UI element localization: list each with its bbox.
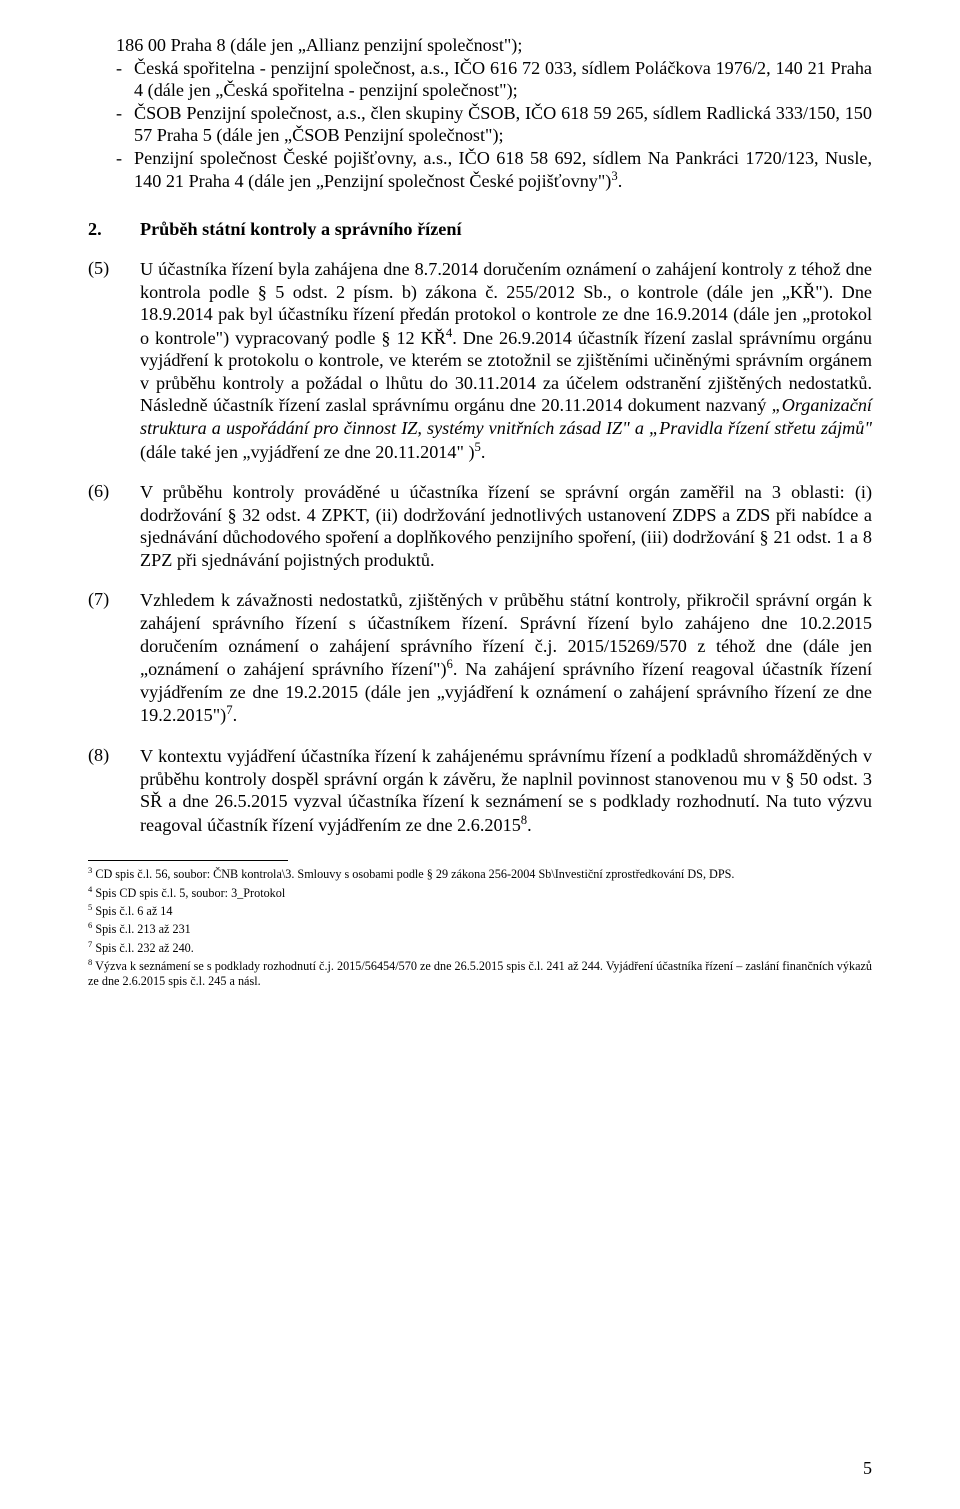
footnote-text: Spis č.l. 232 až 240. (92, 941, 194, 955)
bullet-text: Česká spořitelna - penzijní společnost, … (134, 57, 872, 102)
text-run: . (527, 815, 532, 835)
footnote-text: Spis č.l. 6 až 14 (92, 904, 172, 918)
footnote-text: Výzva k seznámení se s podklady rozhodnu… (88, 959, 872, 988)
paragraph-number: (7) (88, 589, 140, 727)
bullet-dash: - (116, 57, 134, 102)
footnotes-block: 3 CD spis č.l. 56, soubor: ČNB kontrola\… (88, 865, 872, 989)
footnote-text: CD spis č.l. 56, soubor: ČNB kontrola\3.… (92, 867, 734, 881)
bullet-text: ČSOB Penzijní společnost, a.s., člen sku… (134, 102, 872, 147)
page-container: 186 00 Praha 8 (dále jen „Allianz penzij… (0, 0, 960, 1509)
section-heading: 2. Průběh státní kontroly a správního ří… (88, 219, 872, 240)
footnote: 7 Spis č.l. 232 až 240. (88, 939, 872, 956)
bullet-dash: - (116, 102, 134, 147)
footnote: 3 CD spis č.l. 56, soubor: ČNB kontrola\… (88, 865, 872, 882)
intro-block: 186 00 Praha 8 (dále jen „Allianz penzij… (116, 34, 872, 193)
bullet-item: - ČSOB Penzijní společnost, a.s., člen s… (116, 102, 872, 147)
page-number: 5 (863, 1458, 872, 1479)
bullet-dash: - (116, 147, 134, 193)
footnote-text: Spis CD spis č.l. 5, soubor: 3_Protokol (92, 886, 285, 900)
footnote: 4 Spis CD spis č.l. 5, soubor: 3_Protoko… (88, 884, 872, 901)
paragraph-number: (8) (88, 745, 140, 836)
paragraph-text: V kontextu vyjádření účastníka řízení k … (140, 745, 872, 836)
bullet-item: - Penzijní společnost České pojišťovny, … (116, 147, 872, 193)
paragraph-number: (5) (88, 258, 140, 463)
bullet-item: - Česká spořitelna - penzijní společnost… (116, 57, 872, 102)
footnote-separator (88, 860, 288, 861)
section-heading-number: 2. (88, 219, 140, 240)
paragraph-text: V průběhu kontroly prováděné u účastníka… (140, 481, 872, 571)
footnote: 8 Výzva k seznámení se s podklady rozhod… (88, 957, 872, 990)
text-run: V kontextu vyjádření účastníka řízení k … (140, 746, 872, 835)
footnote-text: Spis č.l. 213 až 231 (92, 922, 191, 936)
intro-continuation: 186 00 Praha 8 (dále jen „Allianz penzij… (116, 34, 872, 57)
paragraph: (8) V kontextu vyjádření účastníka řízen… (88, 745, 872, 836)
paragraph-text: Vzhledem k závažnosti nedostatků, zjiště… (140, 589, 872, 727)
text-run: . (481, 442, 486, 462)
footnote: 5 Spis č.l. 6 až 14 (88, 902, 872, 919)
paragraph-number: (6) (88, 481, 140, 571)
paragraph-text: U účastníka řízení byla zahájena dne 8.7… (140, 258, 872, 463)
text-run: (dále také jen „vyjádření ze dne 20.11.2… (140, 442, 475, 462)
bullet-text-post: . (618, 171, 623, 191)
paragraph: (7) Vzhledem k závažnosti nedostatků, zj… (88, 589, 872, 727)
paragraph: (6) V průběhu kontroly prováděné u účast… (88, 481, 872, 571)
paragraph: (5) U účastníka řízení byla zahájena dne… (88, 258, 872, 463)
bullet-text-pre: Penzijní společnost České pojišťovny, a.… (134, 148, 872, 192)
text-run: . (233, 705, 238, 725)
section-heading-text: Průběh státní kontroly a správního řízen… (140, 219, 462, 240)
bullet-text: Penzijní společnost České pojišťovny, a.… (134, 147, 872, 193)
footnote: 6 Spis č.l. 213 až 231 (88, 920, 872, 937)
